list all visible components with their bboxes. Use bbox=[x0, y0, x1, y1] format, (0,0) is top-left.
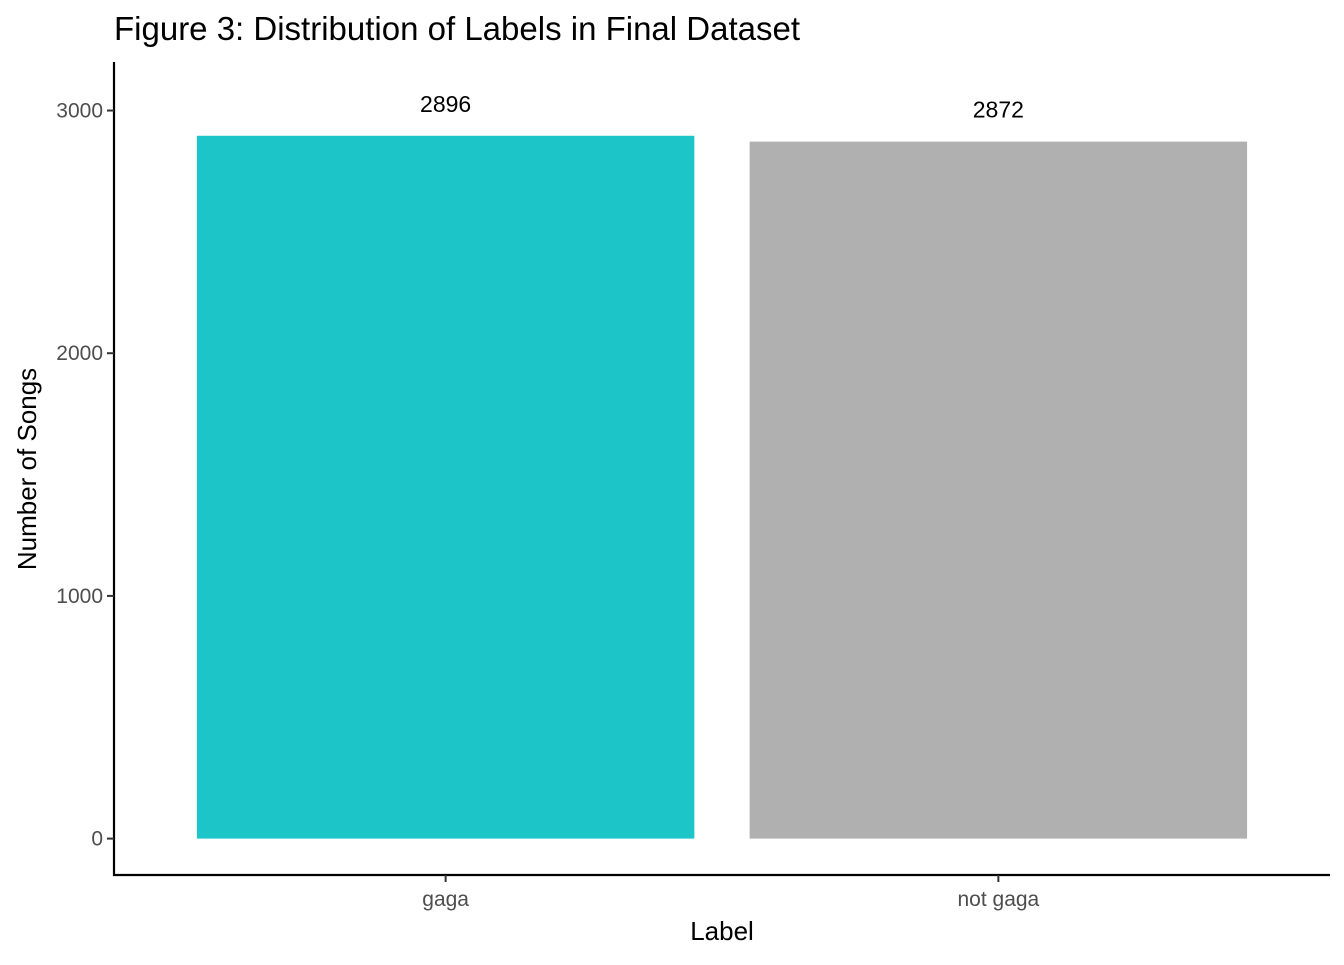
x-tick-label-not-gaga: not gaga bbox=[957, 888, 1039, 911]
y-tick-label-3000: 3000 bbox=[56, 100, 103, 123]
bar-not-gaga bbox=[749, 141, 1248, 839]
x-axis-ticks: gaga not gaga bbox=[422, 875, 1040, 911]
y-tick-label-0: 0 bbox=[91, 828, 103, 851]
chart-title: Figure 3: Distribution of Labels in Fina… bbox=[114, 10, 800, 47]
y-tick-label-1000: 1000 bbox=[56, 585, 103, 608]
bar-gaga bbox=[196, 135, 695, 839]
data-labels-layer: 2896 2872 bbox=[420, 91, 1024, 123]
y-axis-title: Number of Songs bbox=[12, 368, 42, 570]
data-label-gaga: 2896 bbox=[420, 91, 471, 117]
bars-layer bbox=[196, 135, 1248, 839]
y-axis-ticks: 0 1000 2000 3000 bbox=[56, 100, 114, 851]
x-tick-label-gaga: gaga bbox=[422, 888, 469, 911]
y-tick-label-2000: 2000 bbox=[56, 342, 103, 365]
x-axis-title: Label bbox=[690, 916, 754, 946]
data-label-not-gaga: 2872 bbox=[973, 97, 1024, 123]
